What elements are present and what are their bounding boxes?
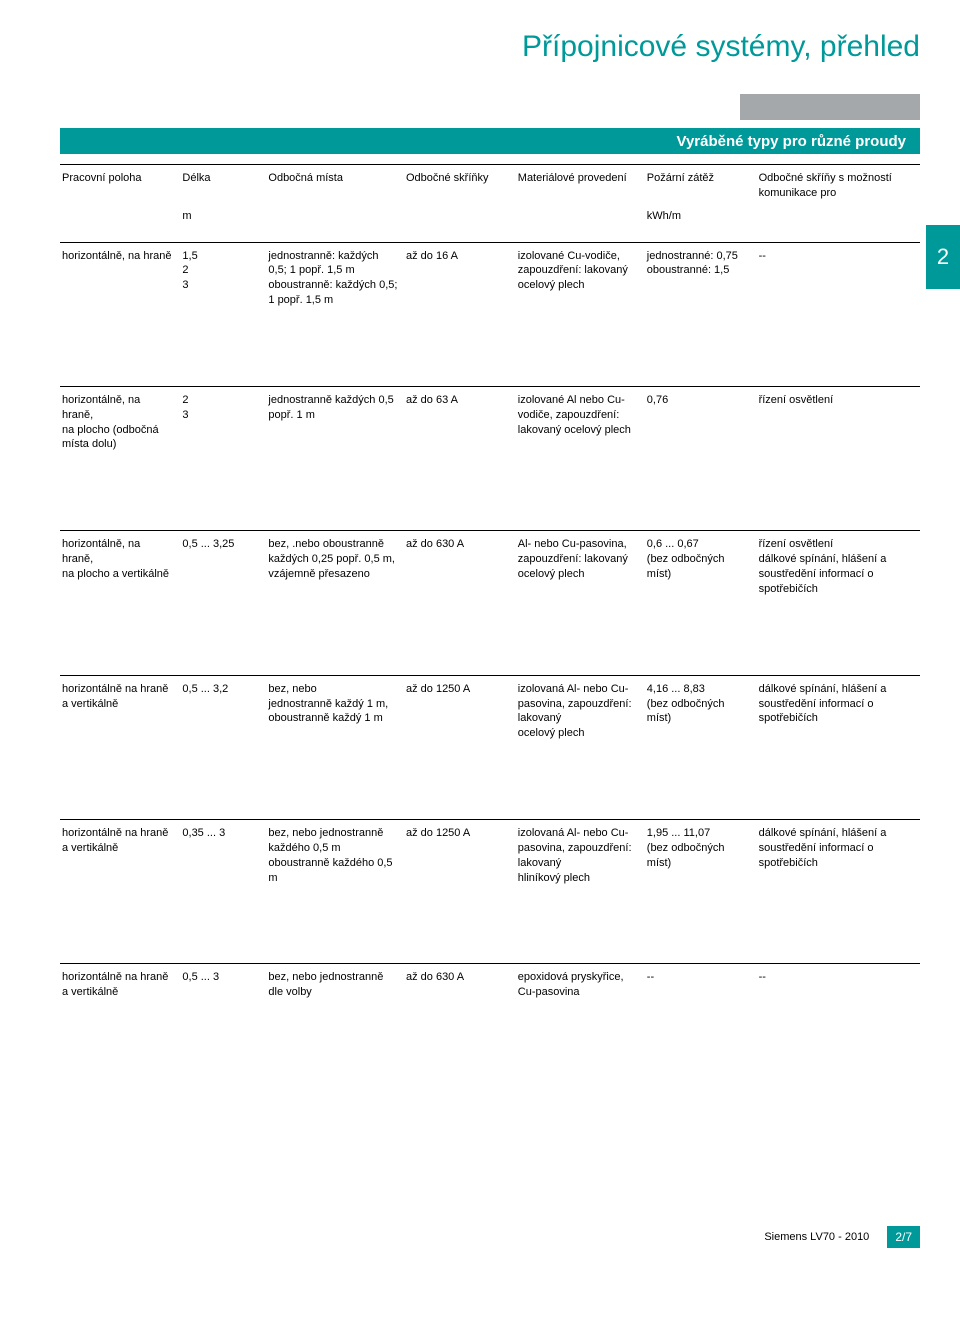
cell: jednostranně: každých 0,5; 1 popř. 1,5 m… <box>266 242 404 314</box>
cell: bez, .nebo oboustranně každých 0,25 popř… <box>266 531 404 603</box>
subtitle-gray-box <box>740 94 920 120</box>
table-row: horizontálně na hraně a vertikálně 0,5 .… <box>60 964 920 1006</box>
cell: 2 3 <box>180 386 266 458</box>
col-header: Materiálové provedení <box>516 165 645 203</box>
cell: horizontálně na hraně a vertikálně <box>60 820 180 892</box>
cell: horizontálně na hraně a vertikálně <box>60 675 180 747</box>
cell: až do 1250 A <box>404 675 516 747</box>
cell: bez, nebo jednostranně každého 0,5 m obo… <box>266 820 404 892</box>
cell: 0,5 ... 3,25 <box>180 531 266 603</box>
cell: bez, nebo jednostranně dle volby <box>266 964 404 1006</box>
cell: -- <box>757 964 920 1006</box>
cell: 4,16 ... 8,83 (bez odbočných míst) <box>645 675 757 747</box>
table-row: horizontálně na hraně a vertikálně 0,35 … <box>60 820 920 892</box>
col-header: Pracovní poloha <box>60 165 180 203</box>
cell: izolovaná Al- nebo Cu-pasovina, zapouzdř… <box>516 675 645 747</box>
cell: horizontálně, na hraně <box>60 242 180 314</box>
cell: řízení osvětlení <box>757 386 920 458</box>
cell: řízení osvětlení dálkové spínání, hlášen… <box>757 531 920 603</box>
cell: 0,6 ... 0,67 (bez odbočných míst) <box>645 531 757 603</box>
cell: horizontálně na hraně a vertikálně <box>60 964 180 1006</box>
subtitle-strip: Vyráběné typy pro různé proudy <box>60 128 920 154</box>
cell: epoxidová pryskyřice, Cu-pasovina <box>516 964 645 1006</box>
cell: 1,95 ... 11,07 (bez odbočných míst) <box>645 820 757 892</box>
cell: dálkové spínání, hlášení a soustředění i… <box>757 675 920 747</box>
footer-text: Siemens LV70 - 2010 <box>764 1231 869 1243</box>
table-row: horizontálně, na hraně, na plocho (odboč… <box>60 386 920 458</box>
subtitle-box-row <box>60 94 920 120</box>
table-row: horizontálně, na hraně 1,5 2 3 jednostra… <box>60 242 920 314</box>
col-header: Odbočné skříňky <box>404 165 516 203</box>
cell: dálkové spínání, hlášení a soustředění i… <box>757 820 920 892</box>
cell: Al- nebo Cu-pasovina, zapouzdření: lakov… <box>516 531 645 603</box>
table-row: horizontálně na hraně a vertikálně 0,5 .… <box>60 675 920 747</box>
cell: 0,5 ... 3 <box>180 964 266 1006</box>
page-title: Přípojnicové systémy, přehled <box>60 30 920 64</box>
cell: až do 630 A <box>404 531 516 603</box>
table-unit-row: m kWh/m <box>60 203 920 230</box>
cell: -- <box>645 964 757 1006</box>
subtitle-text: Vyráběné typy pro různé proudy <box>677 133 907 150</box>
cell: až do 16 A <box>404 242 516 314</box>
col-header: Délka <box>180 165 266 203</box>
section-number-tab: 2 <box>926 225 960 289</box>
cell: až do 63 A <box>404 386 516 458</box>
cell: horizontálně, na hraně, na plocho (odboč… <box>60 386 180 458</box>
cell: izolované Cu-vodiče, zapouzdření: lakova… <box>516 242 645 314</box>
cell: jednostranné: 0,75 oboustranné: 1,5 <box>645 242 757 314</box>
spec-table: Pracovní poloha Délka Odbočná místa Odbo… <box>60 165 920 1066</box>
cell: 0,5 ... 3,2 <box>180 675 266 747</box>
col-header: Odbočná místa <box>266 165 404 203</box>
col-header: Požární zátěž <box>645 165 757 203</box>
cell: izolované Al nebo Cu-vodiče, zapouzdření… <box>516 386 645 458</box>
table-header-row: Pracovní poloha Délka Odbočná místa Odbo… <box>60 165 920 203</box>
unit-cell: m <box>180 203 266 230</box>
cell: až do 630 A <box>404 964 516 1006</box>
cell: 0,76 <box>645 386 757 458</box>
page-footer: Siemens LV70 - 2010 2/7 <box>764 1226 920 1248</box>
cell: až do 1250 A <box>404 820 516 892</box>
col-header: Odbočné skříňy s možností komunikace pro <box>757 165 920 203</box>
cell: jednostranně každých 0,5 popř. 1 m <box>266 386 404 458</box>
footer-page-number: 2/7 <box>887 1226 920 1248</box>
table-row: horizontálně, na hraně, na plocho a vert… <box>60 531 920 603</box>
cell: -- <box>757 242 920 314</box>
cell: 0,35 ... 3 <box>180 820 266 892</box>
unit-cell: kWh/m <box>645 203 757 230</box>
cell: 1,5 2 3 <box>180 242 266 314</box>
cell: horizontálně, na hraně, na plocho a vert… <box>60 531 180 603</box>
cell: bez, nebo jednostranně každý 1 m, oboust… <box>266 675 404 747</box>
cell: izolovaná Al- nebo Cu-pasovina, zapouzdř… <box>516 820 645 892</box>
